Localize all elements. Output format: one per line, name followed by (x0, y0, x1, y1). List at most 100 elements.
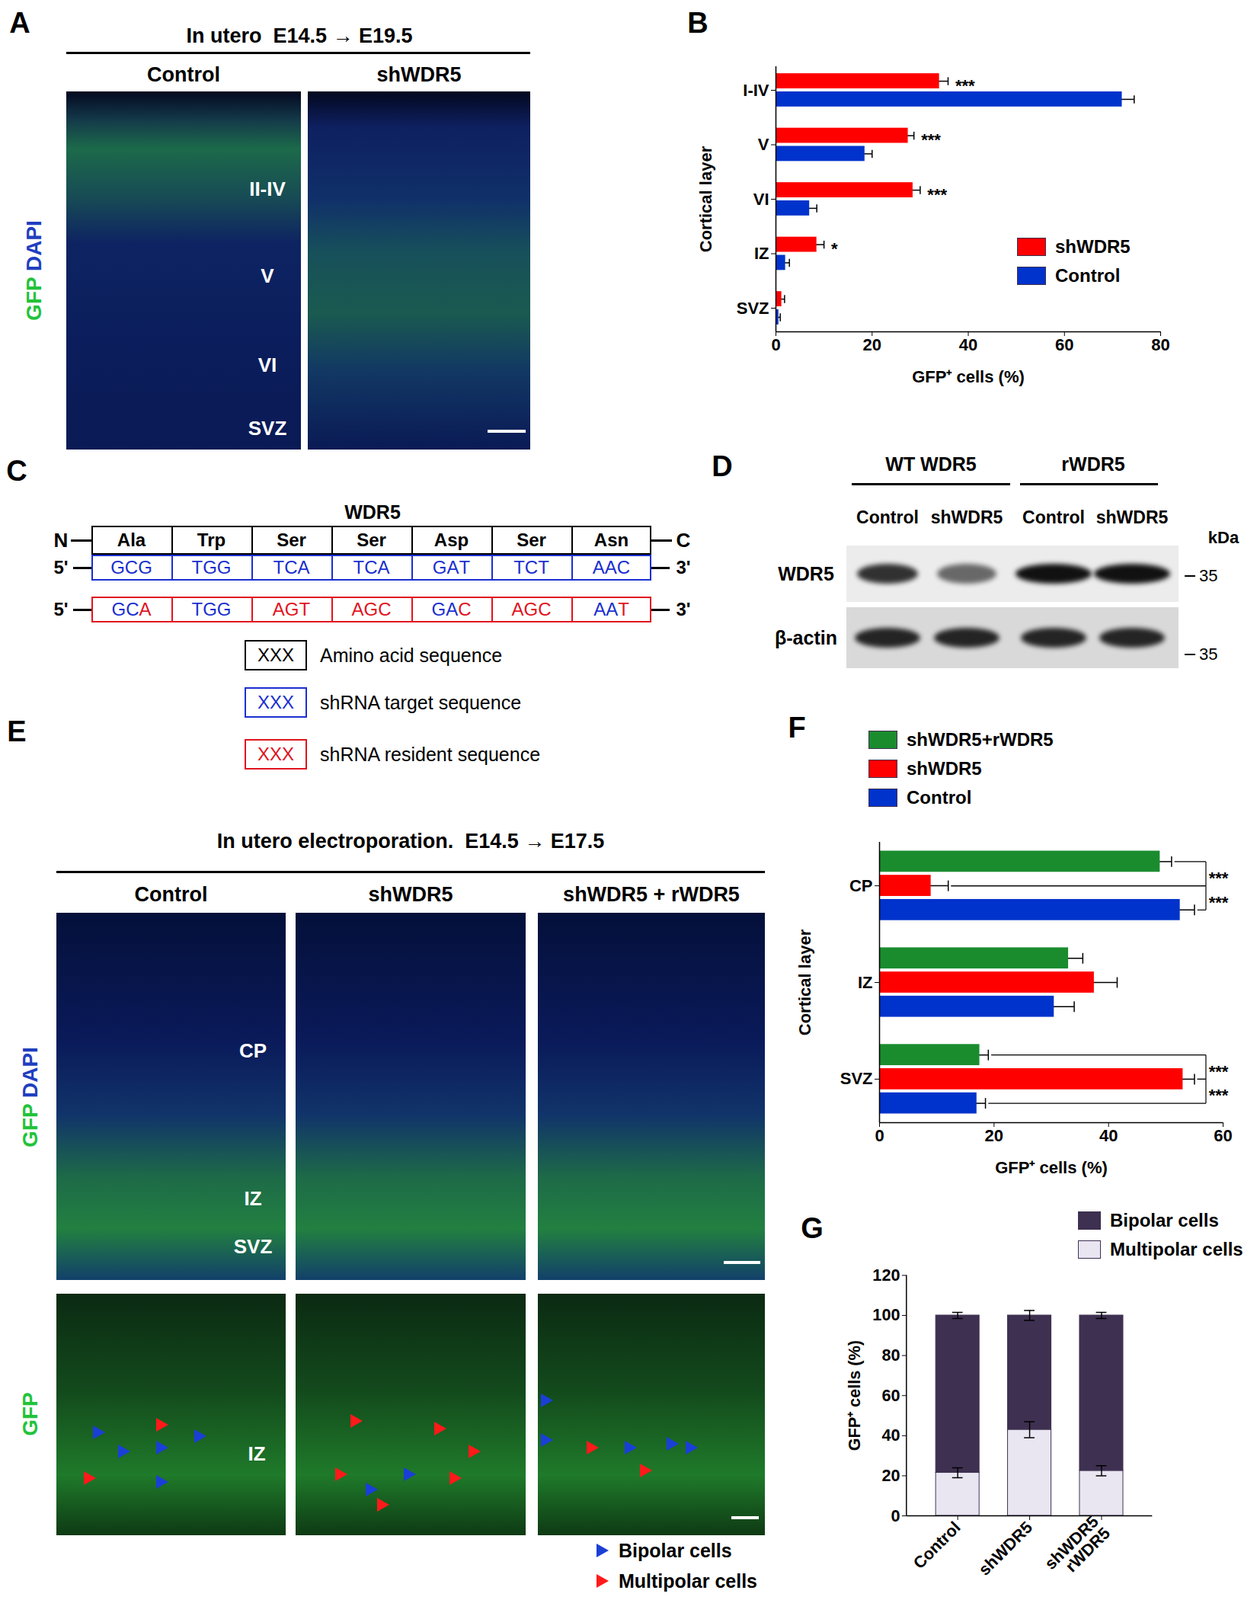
html-text:A: A (9, 6, 31, 39)
svg-text:SVZ: SVZ (736, 298, 770, 318)
svg-text:***: *** (1209, 1085, 1229, 1105)
svg-text:60: 60 (1055, 335, 1074, 355)
html-text:T C T: T C T (513, 556, 550, 578)
svg-text:20: 20 (863, 335, 882, 355)
html-text:G: G (800, 1211, 824, 1244)
svg-text:shWDR5: shWDR5 (974, 1517, 1037, 1580)
svg-text:20: 20 (881, 1465, 900, 1485)
html-text:shRNA target sequence: shRNA target sequence (319, 691, 522, 713)
svg-text:GFP⁺ cells (%): GFP⁺ cells (%) (844, 1340, 864, 1451)
svg-text:***: *** (955, 76, 976, 96)
html-text:shRNA resident sequence: shRNA resident sequence (319, 743, 541, 765)
html-text:A G T: A G T (272, 598, 311, 620)
html-text:A A T: A A T (593, 598, 630, 620)
svg-text:Cortical layer: Cortical layer (795, 928, 815, 1036)
html-text:GFP: GFP (18, 1103, 42, 1148)
svg-text:0: 0 (890, 1505, 900, 1525)
svg-text:***: *** (1209, 1061, 1229, 1082)
svg-text:***: *** (1209, 868, 1229, 888)
svg-text:IZ: IZ (857, 972, 874, 992)
html-text:In utero E14.5 → E19.5: In utero E14.5 → E19.5 (186, 23, 413, 47)
svg-text:80: 80 (1151, 335, 1170, 355)
svg-text:40: 40 (881, 1425, 900, 1445)
html-text:T G G: T G G (191, 556, 232, 578)
html-text:G A C: G A C (431, 598, 472, 620)
html-text:T C A: T C A (273, 556, 310, 578)
html-text:A G C: A G C (511, 598, 552, 620)
html-text:D: D (711, 449, 733, 482)
html-text:β-actin: β-actin (774, 626, 838, 648)
html-text:GFP: GFP (18, 1391, 42, 1436)
svg-text:GFP⁺ cells (%): GFP⁺ cells (%) (994, 1157, 1108, 1178)
svg-text:*: * (831, 239, 838, 259)
html-text:G C A: G C A (111, 598, 152, 620)
html-text:In utero electroporation. E14.: In utero electroporation. E14.5 → E17.5 (216, 829, 605, 853)
html-text:DAPI: DAPI (18, 1046, 42, 1104)
html-text:shWDR5 + rWDR5: shWDR5 + rWDR5 (563, 882, 740, 906)
svg-text:40: 40 (959, 335, 978, 355)
svg-text:VI: VI (753, 189, 770, 209)
svg-text:I-IV: I-IV (742, 80, 770, 100)
html-text:shWDR5: shWDR5 (376, 62, 462, 86)
svg-text:Control: Control (909, 1517, 965, 1573)
html-text:Trp: Trp (197, 529, 226, 551)
html-text:WT WDR5: WT WDR5 (885, 452, 977, 475)
html-text:XXX: XXX (257, 743, 295, 765)
svg-text:***: *** (921, 130, 941, 150)
svg-text:0: 0 (874, 1125, 884, 1146)
svg-text:GFP⁺ cells (%): GFP⁺ cells (%) (911, 367, 1025, 387)
html-text:G C G: G C G (110, 556, 153, 578)
svg-text:***: *** (927, 185, 947, 205)
html-text:SVZ: SVZ (233, 1234, 273, 1258)
html-text:Ser: Ser (516, 529, 547, 551)
html-text:DAPI: DAPI (22, 220, 46, 278)
svg-text:20: 20 (985, 1125, 1004, 1146)
html-text:Multipolar cells: Multipolar cells (618, 1569, 758, 1592)
svg-text:shWDR5rWDR5: shWDR5rWDR5 (1040, 1511, 1114, 1585)
html-text:II-IV: II-IV (249, 177, 286, 200)
html-text:T G G: T G G (191, 598, 232, 620)
svg-text:60: 60 (881, 1385, 900, 1405)
svg-text:0: 0 (770, 335, 781, 355)
html-text:B: B (687, 6, 709, 39)
html-text:shWDR5: shWDR5 (368, 882, 453, 906)
html-text:Control: Control (906, 786, 972, 808)
html-text:XXX: XXX (257, 691, 295, 713)
html-text:GFP: GFP (22, 277, 46, 321)
html-text:Control: Control (134, 882, 208, 906)
svg-text:100: 100 (872, 1304, 900, 1325)
html-text:A G C: A G C (351, 598, 392, 620)
html-text:Amino acid sequence: Amino acid sequence (319, 644, 503, 666)
svg-text:***: *** (1209, 892, 1229, 912)
svg-text:V: V (758, 134, 770, 154)
svg-text:60: 60 (1213, 1125, 1232, 1146)
html-text:WDR5: WDR5 (344, 500, 401, 523)
html-text:WDR5: WDR5 (777, 562, 835, 584)
html-text:Control: Control (147, 62, 221, 86)
html-text:T C A: T C A (353, 556, 390, 578)
html-text:Ser: Ser (356, 529, 387, 551)
svg-text:40: 40 (1099, 1125, 1118, 1146)
html-text:Control: Control (856, 506, 919, 527)
html-text:rWDR5: rWDR5 (1061, 452, 1125, 475)
html-text:Asn: Asn (594, 529, 629, 551)
svg-text:80: 80 (881, 1345, 900, 1365)
html-text:Bipolar cells: Bipolar cells (618, 1539, 732, 1561)
html-text:XXX: XXX (257, 644, 295, 666)
html-text:G A T: G A T (432, 556, 471, 578)
svg-text:SVZ: SVZ (840, 1068, 874, 1088)
html-text:Ala: Ala (117, 529, 146, 551)
html-text:SVZ: SVZ (248, 416, 287, 440)
html-text:A A C: A A C (592, 556, 631, 578)
html-text:shWDR5: shWDR5 (930, 506, 1003, 527)
html-text:C: C (6, 454, 28, 487)
svg-text:IZ: IZ (754, 243, 770, 263)
svg-text:CP: CP (849, 876, 874, 896)
svg-text:Cortical layer: Cortical layer (696, 145, 716, 253)
html-text:Asp: Asp (434, 529, 469, 551)
html-text:CP: CP (239, 1038, 267, 1062)
html-text:Ser: Ser (276, 529, 307, 551)
html-text:Multipolar cells: Multipolar cells (1109, 1238, 1244, 1260)
html-text:Bipolar cells: Bipolar cells (1109, 1209, 1219, 1231)
svg-text:120: 120 (872, 1265, 900, 1285)
